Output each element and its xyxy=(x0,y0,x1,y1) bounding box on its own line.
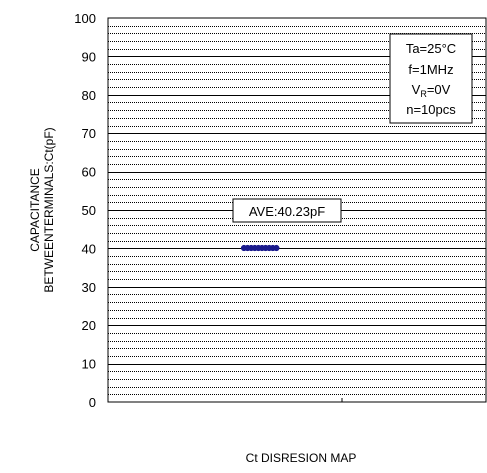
condition-vr-main: V xyxy=(412,82,421,97)
y-tick-label: 50 xyxy=(82,203,96,218)
condition-vr: VR=0V xyxy=(412,82,451,99)
condition-vr-value: =0V xyxy=(427,82,451,97)
data-point xyxy=(273,244,280,252)
y-tick-label: 100 xyxy=(74,11,96,26)
data-points xyxy=(240,244,280,252)
y-tick-label: 60 xyxy=(82,165,96,180)
condition-ta: Ta=25°C xyxy=(406,41,456,56)
average-annotation-frame xyxy=(232,198,342,223)
y-tick-label: 40 xyxy=(82,241,96,256)
y-axis-label: CAPACITANCE BETWEENTERMINALS:Ct(pF) xyxy=(28,127,56,292)
conditions-frame xyxy=(389,33,473,124)
average-annotation: AVE:40.23pF xyxy=(232,198,342,223)
y-tick-label: 30 xyxy=(82,280,96,295)
y-tick-labels: 0 10 20 30 40 50 60 70 80 90 100 xyxy=(74,11,96,410)
y-tick-label: 80 xyxy=(82,88,96,103)
condition-n: n=10pcs xyxy=(406,102,456,117)
average-annotation-text: AVE:40.23pF xyxy=(249,204,325,219)
y-tick-label: 90 xyxy=(82,49,96,64)
condition-vr-sub: R xyxy=(420,89,427,99)
plot-frame xyxy=(107,17,487,403)
y-tick-label: 70 xyxy=(82,126,96,141)
condition-f: f=1MHz xyxy=(408,62,453,77)
conditions-box: Ta=25°C f=1MHz VR=0V n=10pcs xyxy=(389,33,473,124)
grid-lines xyxy=(108,26,486,395)
y-axis-label-line-2: BETWEENTERMINALS:Ct(pF) xyxy=(42,127,56,292)
x-axis-label: Ct DISRESION MAP xyxy=(246,451,357,465)
y-tick-label: 20 xyxy=(82,318,96,333)
y-axis-label-line-1: CAPACITANCE xyxy=(28,168,42,252)
y-tick-label: 0 xyxy=(89,395,96,410)
y-tick-label: 10 xyxy=(82,357,96,372)
